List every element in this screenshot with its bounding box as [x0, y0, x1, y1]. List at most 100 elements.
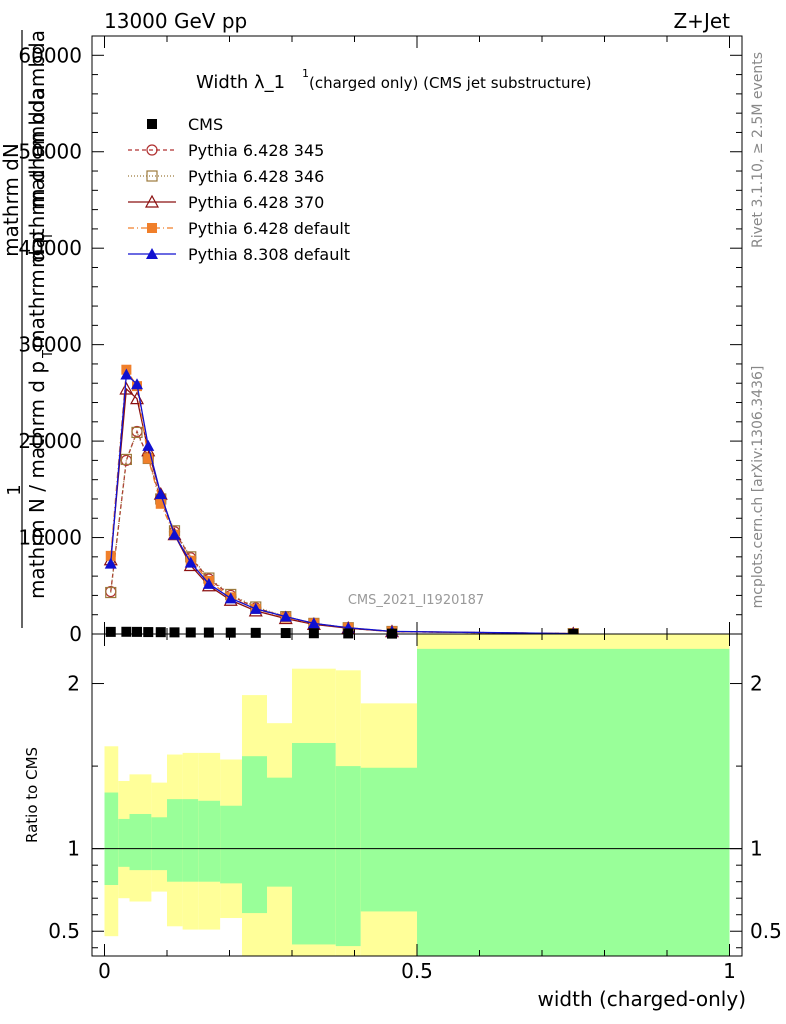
- series-line: [110, 429, 574, 635]
- data-point: [131, 378, 143, 390]
- legend-label: Pythia 8.308 default: [188, 245, 350, 264]
- series-pythia-6-428-370: [103, 381, 581, 640]
- data-point: [307, 617, 320, 629]
- ratio-band-green: [220, 805, 242, 884]
- data-point: [203, 627, 214, 638]
- title-superscript: 1: [302, 67, 309, 80]
- legend-label: Pythia 6.428 346: [188, 167, 324, 186]
- data-point: [169, 627, 180, 638]
- data-point: [280, 628, 291, 639]
- ratio-band-green: [198, 800, 221, 882]
- legend-label: Pythia 6.428 370: [188, 193, 324, 212]
- ratio-uncertainty-bands: [104, 634, 730, 956]
- top-axes: 0 10000 20000 30000 40000 50000 60000: [18, 36, 742, 646]
- y-tick-label: 30000: [18, 333, 82, 357]
- legend-entry: Pythia 6.428 370: [128, 193, 324, 212]
- plot-title: Width λ_1 1 (charged only) (CMS jet subs…: [196, 67, 591, 93]
- series-line: [110, 430, 574, 635]
- data-point: [224, 592, 237, 604]
- x-tick-label: 0: [98, 959, 111, 983]
- ylabel-numerator-2: mathrm d lambda: [25, 30, 49, 210]
- data-point: [250, 627, 261, 638]
- ratio-band-green: [242, 756, 267, 914]
- data-point: [105, 586, 117, 599]
- analysis-watermark: CMS_2021_I1920187: [348, 593, 484, 608]
- series-line: [110, 373, 574, 635]
- data-point: [185, 627, 196, 638]
- y-tick-label: 10000: [18, 526, 82, 550]
- data-point: [154, 488, 167, 500]
- legend-entry: Pythia 6.428 345: [128, 141, 324, 160]
- title-subtitle: (charged only) (CMS jet substructure): [309, 74, 591, 92]
- legend-marker: [144, 194, 160, 208]
- legend-label: CMS: [188, 115, 223, 134]
- ratio-band-green: [167, 799, 183, 882]
- ylabel-denominator-3: mathrm d lambda: [25, 88, 49, 268]
- ratio-band-green: [118, 818, 130, 867]
- data-point: [119, 381, 134, 395]
- legend-marker: [147, 119, 157, 129]
- data-point: [308, 628, 319, 639]
- ratio-y-tick-label-right: 2: [750, 672, 763, 696]
- ratio-band-green: [129, 813, 152, 871]
- ratio-band-green: [151, 817, 167, 871]
- ylabel-numerator: mathrm dN: [0, 143, 23, 257]
- data-point: [225, 627, 236, 638]
- legend: CMS Pythia 6.428 345 Pythia 6.428 346 Pythi…: [128, 115, 350, 264]
- data-point: [155, 627, 166, 638]
- series-line: [110, 367, 574, 635]
- data-point: [279, 610, 292, 622]
- data-point: [121, 626, 132, 637]
- y-axis-label-top: 1 mathrm dN mathrm d lambda mathrm N / m…: [0, 30, 56, 628]
- series-line: [110, 387, 574, 635]
- data-point: [155, 498, 166, 509]
- data-point: [104, 557, 117, 569]
- ylabel-denominator-sub: T: [41, 350, 56, 359]
- x-tick-label: 1: [723, 959, 736, 983]
- ratio-y-tick-label: 2: [67, 672, 80, 696]
- title-main: Width λ_1: [196, 72, 285, 93]
- y-tick-label: 40000: [18, 236, 82, 260]
- data-point: [120, 453, 132, 466]
- ratio-band-green: [360, 767, 417, 912]
- legend-entry: Pythia 6.428 346: [128, 167, 324, 186]
- ratio-axes: 0.5 0.5 1 1 2 2 0 0.5 1: [48, 634, 782, 983]
- ylabel-denominator-2: mathrm d p: [25, 231, 49, 349]
- x-axis-label: width (charged-only): [538, 987, 746, 1011]
- data-point: [142, 439, 155, 451]
- y-tick-label: 50000: [18, 140, 82, 164]
- header-energy-label: 13000 GeV pp: [104, 9, 247, 33]
- data-point: [131, 426, 143, 439]
- ylabel-denominator: mathrm N / mathrm d p: [25, 361, 49, 599]
- data-point: [202, 577, 215, 589]
- data-point: [143, 627, 154, 638]
- ratio-y-tick-label: 1: [67, 837, 80, 861]
- legend-marker: [146, 144, 158, 156]
- legend-marker: [146, 170, 158, 182]
- ratio-y-tick-label-right: 1: [750, 837, 763, 861]
- legend-label: Pythia 6.428 default: [188, 219, 350, 238]
- ratio-band-green: [417, 648, 730, 956]
- y-tick-label: 20000: [18, 429, 82, 453]
- series-layer: [103, 364, 581, 640]
- ratio-band-green: [267, 777, 292, 887]
- series-pythia-6-428-default: [105, 364, 579, 639]
- x-tick-label: 0.5: [401, 959, 433, 983]
- y-tick-label: 60000: [18, 43, 82, 67]
- mcplots-reference-label: mcplots.cern.ch [arXiv:1306.3436]: [750, 366, 766, 609]
- legend-entry: Pythia 6.428 default: [128, 219, 350, 238]
- ylabel-denominator-2-sub: T: [41, 232, 56, 241]
- ratio-band-green: [335, 766, 361, 947]
- legend-label: Pythia 6.428 345: [188, 141, 324, 160]
- data-point: [143, 453, 154, 464]
- data-point: [249, 602, 262, 614]
- data-point: [132, 626, 142, 637]
- legend-entry: Pythia 8.308 default: [128, 245, 350, 264]
- rivet-version-label: Rivet 3.1.10, ≥ 2.5M events: [750, 52, 766, 248]
- ylabel-one: 1: [4, 484, 25, 495]
- data-point: [168, 528, 181, 540]
- data-point: [120, 368, 133, 380]
- y-tick-label: 0: [69, 622, 82, 646]
- legend-entry: CMS: [147, 115, 223, 134]
